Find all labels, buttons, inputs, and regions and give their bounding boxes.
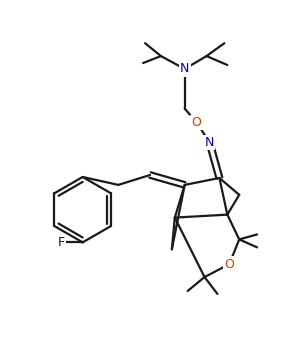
- Text: O: O: [192, 116, 201, 129]
- Text: N: N: [180, 62, 189, 76]
- Text: F: F: [57, 236, 64, 249]
- Text: O: O: [224, 258, 234, 271]
- Text: N: N: [205, 136, 214, 149]
